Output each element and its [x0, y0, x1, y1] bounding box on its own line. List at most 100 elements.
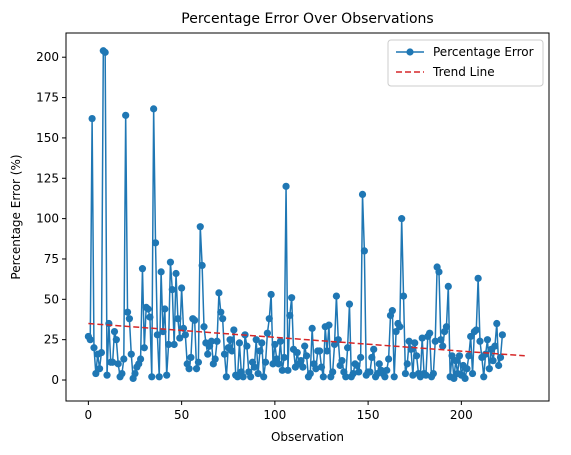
data-point — [191, 316, 199, 324]
data-point — [412, 352, 421, 360]
y-tick-label-125: 125 — [36, 171, 59, 185]
data-point — [146, 313, 154, 321]
data-point — [493, 319, 501, 328]
legend: Percentage Error Trend Line — [387, 39, 544, 87]
data-point — [276, 337, 285, 345]
data-point — [329, 368, 337, 376]
data-point — [357, 353, 365, 362]
data-point — [358, 190, 367, 199]
data-point — [109, 358, 117, 366]
data-point — [409, 371, 417, 379]
data-point — [256, 347, 264, 355]
data-point — [219, 315, 227, 323]
data-point — [472, 326, 480, 334]
data-point — [194, 358, 203, 366]
y-tick-label-25: 25 — [44, 333, 59, 347]
data-point — [403, 360, 411, 368]
data-point — [455, 352, 464, 360]
data-point — [278, 366, 286, 374]
data-point — [483, 336, 492, 344]
data-point — [338, 357, 346, 365]
y-tick-label-150: 150 — [36, 131, 59, 145]
data-point — [155, 373, 163, 381]
data-point — [301, 342, 309, 350]
data-point — [489, 357, 497, 365]
data-point — [138, 265, 147, 273]
legend-box — [387, 39, 544, 87]
data-point — [316, 347, 324, 355]
data-point — [200, 323, 208, 331]
data-point — [401, 369, 410, 378]
data-point — [172, 269, 180, 278]
data-point — [431, 337, 439, 345]
data-point — [418, 334, 426, 342]
data-point — [164, 340, 173, 349]
trend-line — [88, 322, 525, 357]
data-point — [426, 329, 434, 337]
data-point — [480, 373, 488, 381]
data-point — [86, 336, 94, 344]
chart-title: Percentage Error Over Observations — [181, 11, 433, 27]
data-point — [468, 369, 477, 378]
data-point — [123, 308, 132, 316]
legend-label-trend-line: Trend Line — [432, 65, 495, 79]
plot-marks — [84, 47, 525, 383]
data-point — [319, 373, 327, 381]
x-tick-label-200: 200 — [450, 408, 473, 422]
data-point — [485, 365, 493, 373]
data-point — [312, 365, 320, 373]
data-point — [97, 348, 106, 357]
y-tick-label-0: 0 — [51, 373, 59, 387]
data-point — [286, 311, 294, 320]
x-axis-label: Observation — [271, 430, 344, 444]
data-point — [161, 305, 169, 313]
data-point — [217, 308, 225, 316]
data-point — [439, 342, 447, 350]
data-point — [465, 352, 473, 360]
data-point — [233, 373, 242, 381]
data-point — [349, 369, 357, 378]
data-point — [437, 336, 445, 344]
data-point — [181, 331, 189, 339]
data-point — [370, 345, 378, 353]
data-point — [399, 292, 408, 300]
data-point — [450, 374, 458, 383]
data-point — [317, 363, 326, 371]
y-tick-label-175: 175 — [36, 91, 59, 105]
data-point — [265, 315, 273, 323]
data-point — [323, 347, 331, 355]
data-point — [140, 344, 148, 352]
data-point — [260, 373, 268, 381]
data-point — [444, 282, 452, 291]
data-point — [342, 373, 350, 381]
data-point — [166, 258, 175, 266]
y-tick-label-200: 200 — [36, 50, 59, 64]
data-point — [284, 366, 292, 374]
data-point — [247, 373, 255, 381]
y-tick-label-50: 50 — [44, 292, 59, 306]
data-point — [136, 355, 145, 363]
data-point — [442, 323, 451, 331]
y-axis-label: Percentage Error (%) — [9, 154, 23, 279]
x-tick-label-150: 150 — [357, 408, 380, 422]
data-point — [463, 365, 471, 373]
data-point — [198, 261, 206, 270]
legend-label-percentage-error: Percentage Error — [433, 45, 534, 59]
y-tick-label-75: 75 — [44, 252, 59, 266]
data-point — [151, 239, 160, 247]
data-point — [153, 331, 161, 339]
data-point — [271, 340, 279, 349]
data-point — [95, 365, 104, 373]
data-point — [157, 268, 165, 276]
data-point — [207, 337, 216, 345]
data-point — [366, 368, 374, 376]
data-point — [127, 350, 135, 358]
data-point — [375, 360, 383, 368]
data-point — [481, 350, 490, 358]
data-point — [122, 111, 130, 119]
data-point — [422, 371, 430, 379]
data-point — [125, 315, 134, 323]
data-point — [213, 337, 221, 345]
axis-ticks: 0 50 100 150 200 0 25 50 75 100 125 150 175 200 — [36, 50, 473, 422]
data-point — [496, 353, 505, 362]
